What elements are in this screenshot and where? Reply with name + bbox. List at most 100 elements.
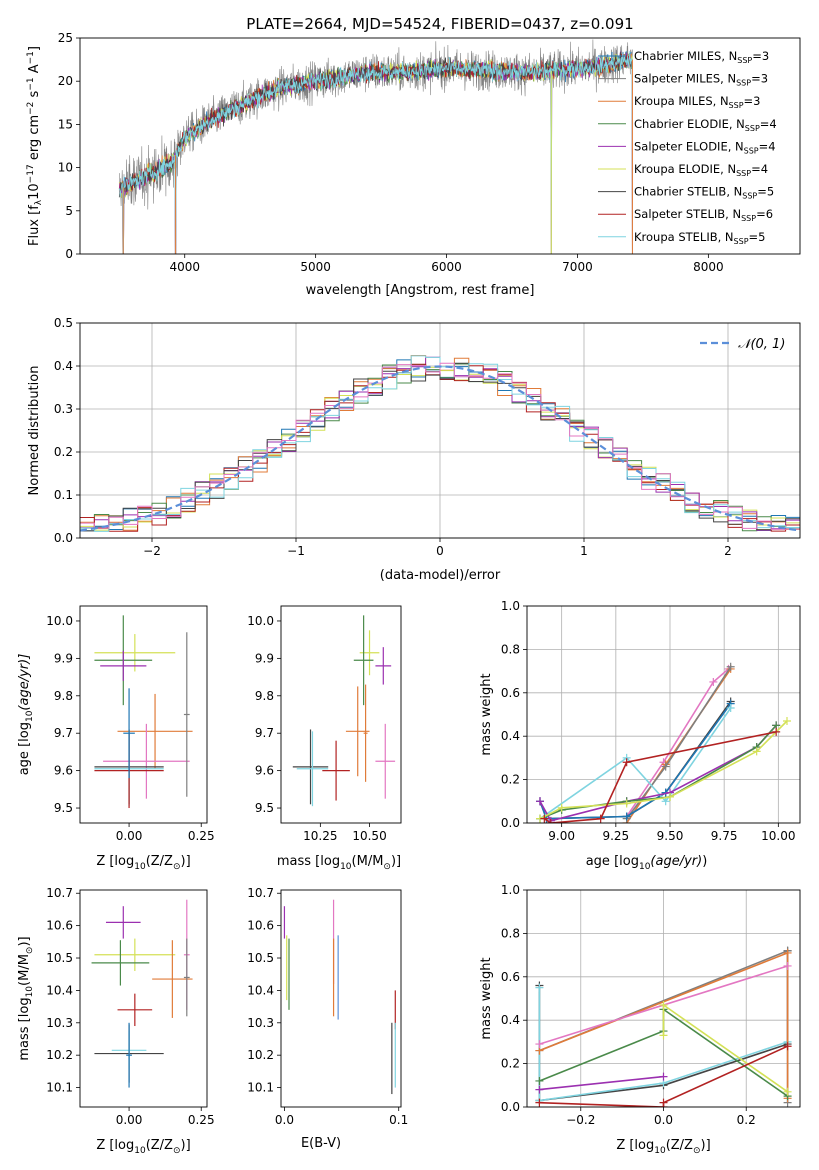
weight-point-marker [659, 1098, 668, 1107]
y-tick-label: 9.5 [54, 801, 73, 815]
x-axis-label: (data-model)/error [380, 568, 501, 583]
weight-point-marker [666, 792, 674, 801]
legend-label: Kroupa STELIB, NSSP=5 [634, 230, 765, 246]
residual-histogram-panel: −2 −1 0 1 2 0.0 0.1 0.2 0.3 0.4 0.5 𝒩(0, 1) (data-mo… [27, 316, 801, 583]
y-tick-label: 0.4 [501, 1013, 520, 1027]
weight-series-line [539, 724, 777, 820]
x-tick-label: 7000 [562, 260, 593, 274]
x-axis-label: age [log10(age/yr)) [586, 854, 708, 872]
histogram-step [80, 362, 800, 532]
weight-point-marker [535, 1076, 544, 1085]
y-axis-label: mass weight [479, 957, 494, 1039]
axes-frame [280, 605, 402, 824]
y-tick-label: 0.0 [501, 816, 520, 830]
y-tick-label: 0 [65, 247, 73, 261]
y-tick-label: 10.3 [46, 1016, 73, 1030]
x-axis-label: mass [log10(M/M⊙)] [277, 854, 401, 872]
y-tick-label: 10.2 [46, 1048, 73, 1062]
weight-point-marker [772, 727, 781, 736]
legend-gauss-label: 𝒩(0, 1) [738, 337, 785, 352]
y-tick-label: 10.6 [46, 919, 73, 933]
y-axis-label: Flux [fλ10−17 erg cm−2 s−1 A−1] [26, 46, 44, 246]
x-tick-label: 1 [580, 544, 588, 558]
x-tick-label: 0.2 [737, 1113, 756, 1127]
weight-series-line [543, 731, 777, 823]
weight-series-line [539, 1075, 664, 1091]
y-tick-label: 0.6 [501, 970, 520, 984]
y-tick-label: 10.2 [247, 1048, 274, 1062]
y-tick-label: 15 [58, 117, 73, 131]
weight-point-marker [535, 1040, 544, 1049]
weight-point-marker [596, 814, 605, 823]
spectrum-model-line [118, 51, 633, 254]
axes-frame [79, 37, 801, 255]
x-tick-label: 8000 [693, 260, 724, 274]
weight-point-marker [783, 1087, 792, 1096]
axes-frame [526, 889, 801, 1108]
weight-series-line [626, 668, 730, 817]
gaussian-curve [80, 365, 800, 532]
weight-point-marker [783, 948, 792, 957]
weight-point-marker [783, 717, 791, 726]
legend-label: Chabrier STELIB, NSSP=5 [634, 185, 774, 201]
legend-label: Salpeter MILES, NSSP=3 [634, 72, 768, 88]
y-tick-label: 9.6 [54, 764, 73, 778]
weight-point-marker [659, 1031, 668, 1040]
y-tick-label: 0.8 [501, 926, 520, 940]
y-tick-label: 9.7 [255, 726, 274, 740]
weight-point-marker [622, 758, 631, 767]
y-tick-label: 9.6 [255, 764, 274, 778]
y-tick-label: 10.1 [247, 1081, 274, 1095]
massweight-vs-metallicity-panel: −0.2 0.0 0.2 0.0 0.2 0.4 0.6 0.8 1.0 Z [log10(Z/Z… [479, 883, 801, 1156]
y-axis-label: Normed distribution [27, 366, 42, 496]
x-tick-label: 6000 [431, 260, 462, 274]
y-tick-label: 0.5 [54, 316, 73, 330]
y-tick-label: 10.0 [46, 614, 73, 628]
legend-label: Kroupa ELODIE, NSSP=4 [634, 162, 768, 178]
x-tick-label: 9.75 [711, 829, 738, 843]
x-tick-label: 9.00 [548, 829, 575, 843]
x-tick-label: 4000 [169, 260, 200, 274]
legend-label: Salpeter STELIB, NSSP=6 [634, 207, 773, 223]
y-tick-label: 10.5 [247, 951, 274, 965]
y-tick-label: 20 [58, 74, 73, 88]
x-tick-label: 5000 [300, 260, 331, 274]
y-tick-label: 9.8 [54, 689, 73, 703]
histogram-step [80, 355, 800, 532]
y-tick-label: 0.6 [501, 686, 520, 700]
x-tick-label: 10.00 [761, 829, 795, 843]
y-axis-label: mass [log10(M/M⊙)] [17, 936, 35, 1060]
x-tick-label: 10.50 [352, 829, 386, 843]
weight-series-line [626, 666, 732, 820]
massweight-vs-age-panel: 9.00 9.25 9.50 9.75 10.00 0.0 0.2 0.4 0.6 0.8 1.0 a… [479, 599, 801, 872]
y-tick-label: 9.7 [54, 726, 73, 740]
weight-point-marker [557, 803, 566, 812]
y-tick-label: 0.0 [501, 1100, 520, 1114]
mass-vs-ebv-panel: 0.0 0.1 10.1 10.2 10.3 10.4 10.5 10.6 10.7 E(B-V) [247, 886, 408, 1151]
y-tick-label: 10 [58, 161, 73, 175]
x-tick-label: −2 [143, 544, 161, 558]
y-axis-label: mass weight [479, 673, 494, 755]
x-axis-label: Z [log10(Z/Z⊙)] [96, 1138, 190, 1156]
y-tick-label: 10.7 [46, 886, 73, 900]
x-tick-label: 0.25 [188, 1113, 215, 1127]
x-axis-label: Z [log10(Z/Z⊙)] [96, 854, 190, 872]
weight-point-marker [661, 797, 670, 806]
y-axis-label: age [log10(age/yr)] [17, 654, 35, 776]
weight-point-marker [535, 1098, 544, 1107]
y-tick-label: 9.8 [255, 689, 274, 703]
weight-point-marker [536, 797, 544, 806]
y-tick-label: 0.3 [54, 402, 73, 416]
axes-frame [79, 322, 801, 539]
y-tick-label: 10.7 [247, 886, 274, 900]
x-axis-label: wavelength [Angstrom, rest frame] [306, 283, 535, 298]
y-tick-label: 9.9 [54, 651, 73, 665]
y-tick-label: 0.2 [501, 773, 520, 787]
weight-point-marker [535, 1085, 544, 1094]
x-tick-label: 2 [724, 544, 732, 558]
y-tick-label: 0.2 [501, 1057, 520, 1071]
axes-frame [79, 889, 208, 1108]
legend-label: Chabrier MILES, NSSP=3 [634, 49, 769, 65]
y-tick-label: 10.4 [46, 983, 73, 997]
histogram-step [80, 362, 800, 530]
